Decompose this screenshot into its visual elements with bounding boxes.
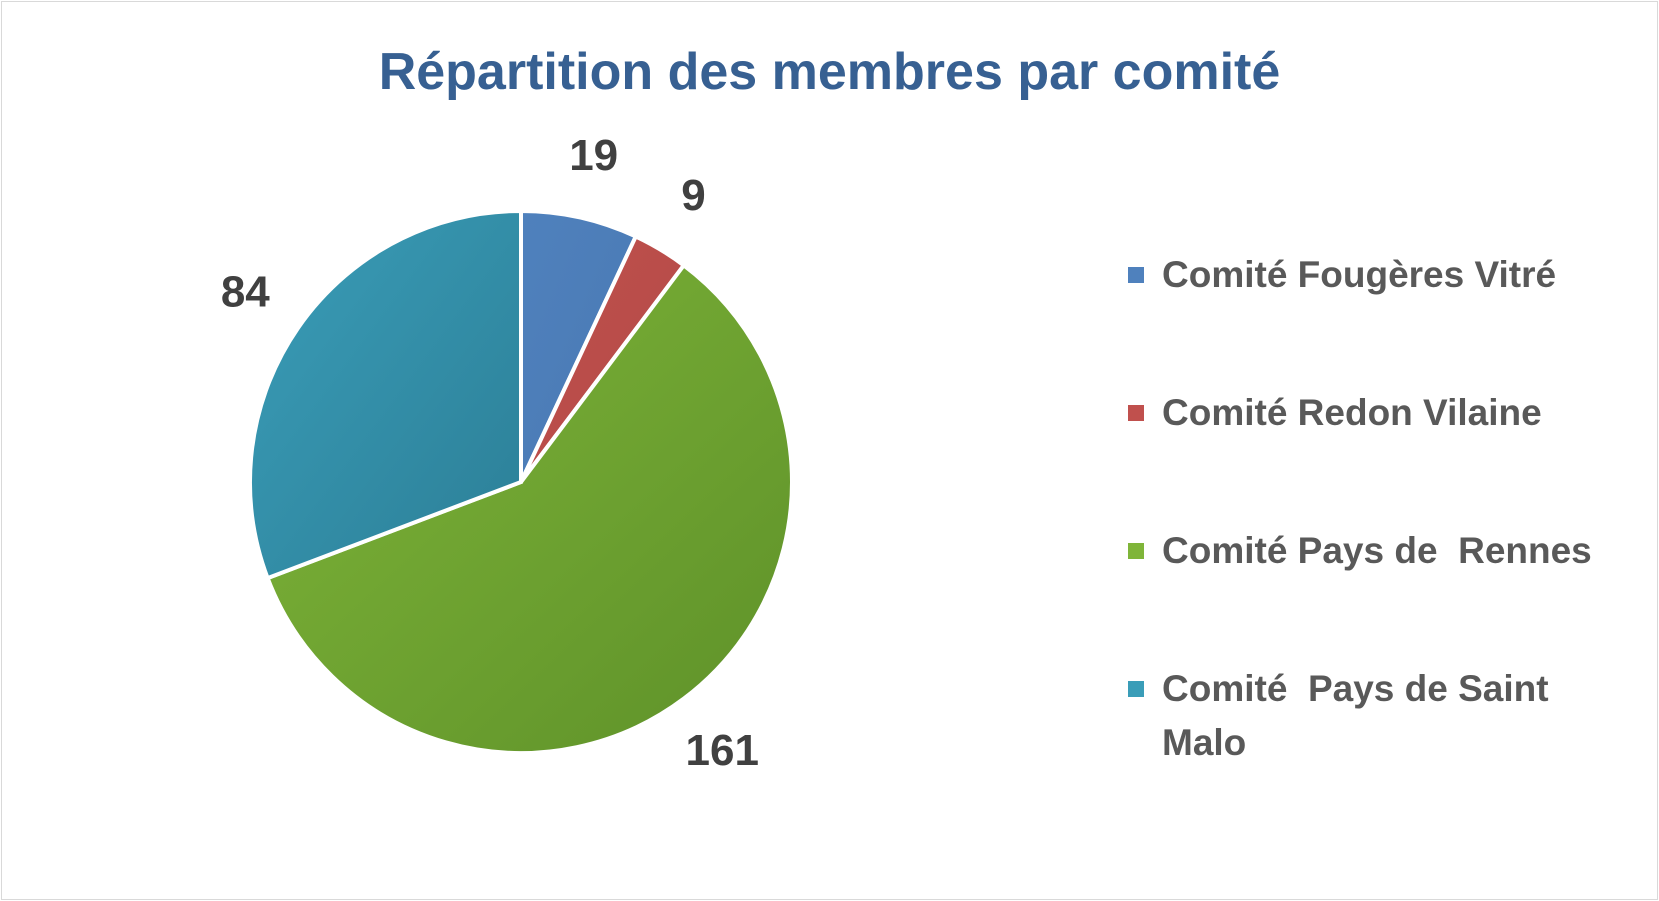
- legend-label: Comité Redon Vilaine: [1162, 392, 1542, 433]
- pie-slice: [519, 208, 639, 483]
- legend-item: Comité Fougères Vitré: [1128, 248, 1648, 302]
- legend-item: Comité Pays de Rennes: [1128, 524, 1648, 578]
- legend-label: Comité Pays de Rennes: [1162, 530, 1592, 571]
- legend-label: Comité Fougères Vitré: [1162, 254, 1557, 295]
- pie-slice: [248, 208, 523, 581]
- data-label: 84: [221, 268, 270, 317]
- legend-label: Comité Pays de Saint Malo: [1162, 668, 1559, 763]
- legend-swatch: [1128, 543, 1144, 559]
- data-label: 9: [681, 171, 705, 220]
- legend: Comité Fougères Vitré Comité Redon Vilai…: [1128, 248, 1648, 770]
- chart-title: Répartition des membres par comité: [378, 43, 1281, 101]
- pie-slice: [265, 262, 794, 755]
- legend-swatch: [1128, 405, 1144, 421]
- data-label: 19: [569, 131, 618, 180]
- data-label: 161: [686, 726, 759, 775]
- legend-swatch: [1128, 267, 1144, 283]
- legend-item: Comité Redon Vilaine: [1128, 386, 1648, 440]
- legend-item: Comité Pays de Saint Malo: [1128, 662, 1592, 770]
- legend-swatch: [1128, 681, 1144, 697]
